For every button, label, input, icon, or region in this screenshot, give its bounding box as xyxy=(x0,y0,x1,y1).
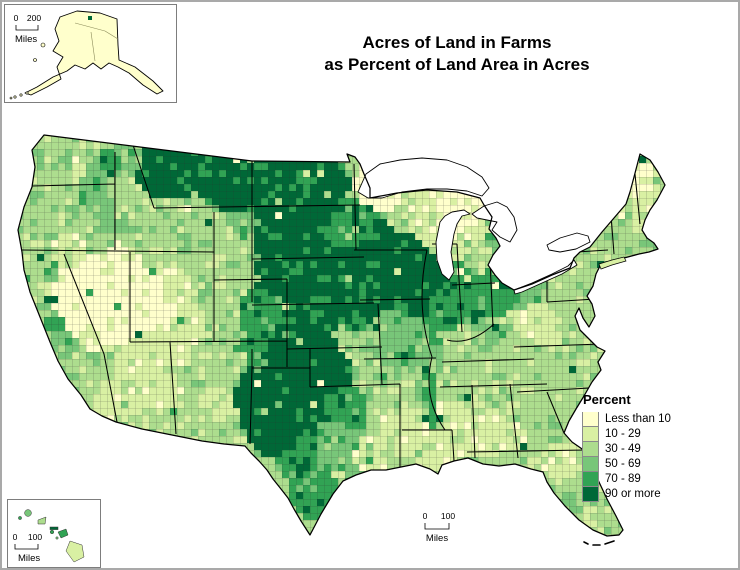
main-scalebar-end: 100 xyxy=(441,511,455,521)
legend-swatch-90-or-more xyxy=(582,487,599,502)
map-title-line-1: Acres of Land in Farms xyxy=(362,33,552,52)
main-scalebar: 0 100 Miles xyxy=(423,511,456,544)
alaska-inset: 0 200 Miles xyxy=(4,4,177,103)
hawaii-islands xyxy=(18,509,85,563)
alaska-scalebar-start: 0 xyxy=(14,13,19,23)
lake-erie xyxy=(513,259,578,295)
island-kahoolawe xyxy=(55,536,59,540)
legend-swatch-10-29 xyxy=(582,427,599,442)
main-scalebar-start: 0 xyxy=(423,511,428,521)
florida-keys xyxy=(583,540,615,546)
legend-swatch-70-89 xyxy=(582,472,599,487)
hawaii-scalebar-start: 0 xyxy=(13,532,18,542)
lake-superior xyxy=(357,157,490,199)
aleutian-islands xyxy=(9,42,46,100)
alaska-borough-boundaries xyxy=(74,22,119,62)
hawaii-scalebar-unit: Miles xyxy=(18,553,40,564)
island-niihau xyxy=(18,516,22,520)
legend-item: 70 - 89 xyxy=(582,472,732,487)
alaska-scalebar-end: 200 xyxy=(27,13,41,23)
main-scalebar-unit: Miles xyxy=(426,533,448,544)
legend-swatch-50-69 xyxy=(582,457,599,472)
main-scalebar-bracket xyxy=(424,523,450,530)
legend-item: 50 - 69 xyxy=(582,457,732,472)
lake-michigan xyxy=(435,209,471,281)
hawaii-scalebar-end: 100 xyxy=(28,532,42,542)
hawaii-scalebar: 0 100 Miles xyxy=(13,532,43,564)
us-outline xyxy=(17,134,666,537)
island-molokai xyxy=(49,526,59,530)
alaska-scalebar: 0 200 Miles xyxy=(14,13,42,45)
island-lanai xyxy=(49,529,55,535)
legend-item-label: Less than 10 xyxy=(605,413,671,425)
alaska-dark-county xyxy=(88,16,92,20)
great-lakes xyxy=(357,157,591,295)
legend-item: 30 - 49 xyxy=(582,442,732,457)
map-title-line-2: as Percent of Land Area in Acres xyxy=(324,55,590,74)
island-oahu xyxy=(37,516,47,525)
alaska-scalebar-unit: Miles xyxy=(15,34,37,45)
legend-item: Less than 10 xyxy=(582,412,732,427)
long-island xyxy=(598,256,627,270)
legend-swatch-30-49 xyxy=(582,442,599,457)
island-hawaii xyxy=(65,540,85,563)
island-maui xyxy=(57,528,69,539)
legend-item-label: 90 or more xyxy=(605,488,661,500)
legend-title: Percent xyxy=(583,392,631,407)
legend-item-label: 10 - 29 xyxy=(605,428,641,440)
legend-item-label: 50 - 69 xyxy=(605,458,641,470)
hawaii-inset: 0 100 Miles xyxy=(7,499,101,568)
legend-swatch-less-than-10 xyxy=(582,412,599,427)
legend-item-label: 70 - 89 xyxy=(605,473,641,485)
alaska-scalebar-bracket xyxy=(15,25,39,31)
legend-item: 10 - 29 xyxy=(582,427,732,442)
map-legend: Percent Less than 10 10 - 29 30 - 49 50 … xyxy=(582,392,732,502)
hawaii-scalebar-bracket xyxy=(14,544,39,550)
legend-item: 90 or more xyxy=(582,487,732,502)
map-title: Acres of Land in Farms as Percent of Lan… xyxy=(252,32,662,76)
legend-item-label: 30 - 49 xyxy=(605,443,641,455)
lake-ontario xyxy=(546,232,591,253)
island-kauai xyxy=(24,509,32,517)
lake-huron xyxy=(471,201,518,243)
